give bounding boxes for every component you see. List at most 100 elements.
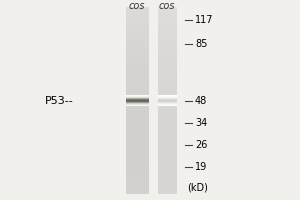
- Bar: [158, 73, 177, 76]
- Bar: [126, 94, 148, 97]
- Bar: [158, 32, 177, 35]
- Bar: [126, 135, 148, 138]
- Bar: [126, 16, 148, 20]
- Bar: [158, 41, 177, 44]
- Bar: [158, 51, 177, 54]
- Bar: [126, 119, 148, 122]
- Bar: [158, 26, 177, 29]
- Bar: [126, 20, 148, 23]
- Bar: [158, 116, 177, 119]
- Bar: [126, 185, 148, 188]
- Bar: [158, 104, 177, 107]
- Bar: [158, 147, 177, 150]
- Bar: [126, 191, 148, 194]
- Bar: [126, 44, 148, 48]
- Bar: [126, 98, 148, 99]
- Bar: [126, 160, 148, 163]
- Bar: [158, 13, 177, 16]
- Bar: [126, 129, 148, 132]
- Bar: [158, 101, 177, 102]
- Bar: [158, 101, 177, 104]
- Bar: [158, 169, 177, 172]
- Bar: [126, 113, 148, 116]
- Bar: [126, 35, 148, 38]
- Bar: [126, 69, 148, 73]
- Bar: [126, 104, 148, 107]
- Bar: [158, 154, 177, 157]
- Bar: [158, 54, 177, 57]
- Bar: [126, 95, 148, 96]
- Text: 34: 34: [195, 118, 207, 128]
- Bar: [126, 141, 148, 144]
- Bar: [126, 144, 148, 147]
- Bar: [158, 48, 177, 51]
- Bar: [158, 182, 177, 185]
- Bar: [158, 138, 177, 141]
- Bar: [158, 166, 177, 169]
- Bar: [158, 63, 177, 66]
- Bar: [126, 48, 148, 51]
- Bar: [158, 97, 177, 101]
- Bar: [158, 91, 177, 94]
- Bar: [126, 32, 148, 35]
- Bar: [158, 60, 177, 63]
- Bar: [126, 105, 148, 106]
- Bar: [158, 175, 177, 178]
- Bar: [126, 7, 148, 10]
- Bar: [158, 97, 177, 98]
- Bar: [158, 38, 177, 41]
- Bar: [126, 110, 148, 113]
- Text: cos: cos: [129, 1, 146, 11]
- Bar: [158, 85, 177, 88]
- Bar: [126, 54, 148, 57]
- Bar: [126, 132, 148, 135]
- Bar: [126, 99, 148, 100]
- Bar: [126, 172, 148, 175]
- Bar: [126, 101, 148, 102]
- Bar: [158, 107, 177, 110]
- Bar: [158, 110, 177, 113]
- Bar: [126, 13, 148, 16]
- Bar: [158, 88, 177, 91]
- Bar: [126, 122, 148, 125]
- Bar: [158, 135, 177, 138]
- Bar: [158, 10, 177, 13]
- Bar: [158, 29, 177, 32]
- Bar: [126, 73, 148, 76]
- Bar: [126, 157, 148, 160]
- Bar: [126, 41, 148, 44]
- Bar: [126, 104, 148, 105]
- Bar: [158, 23, 177, 26]
- Bar: [126, 38, 148, 41]
- Bar: [126, 29, 148, 32]
- Bar: [126, 96, 148, 97]
- Bar: [126, 154, 148, 157]
- Bar: [158, 172, 177, 175]
- Bar: [158, 132, 177, 135]
- Bar: [158, 99, 177, 100]
- Bar: [158, 44, 177, 48]
- Bar: [126, 103, 148, 104]
- Bar: [126, 107, 148, 110]
- Bar: [158, 7, 177, 10]
- Bar: [126, 188, 148, 191]
- Bar: [158, 20, 177, 23]
- Bar: [126, 147, 148, 150]
- Bar: [126, 51, 148, 54]
- Bar: [126, 116, 148, 119]
- Text: 85: 85: [195, 39, 207, 49]
- Bar: [158, 150, 177, 154]
- Bar: [158, 122, 177, 125]
- Bar: [158, 69, 177, 73]
- Bar: [126, 138, 148, 141]
- Text: 19: 19: [195, 162, 207, 172]
- Bar: [158, 185, 177, 188]
- Bar: [126, 100, 148, 101]
- Bar: [126, 23, 148, 26]
- Bar: [158, 16, 177, 20]
- Bar: [158, 188, 177, 191]
- Bar: [126, 97, 148, 101]
- Bar: [158, 119, 177, 122]
- Text: 26: 26: [195, 140, 207, 150]
- Bar: [126, 63, 148, 66]
